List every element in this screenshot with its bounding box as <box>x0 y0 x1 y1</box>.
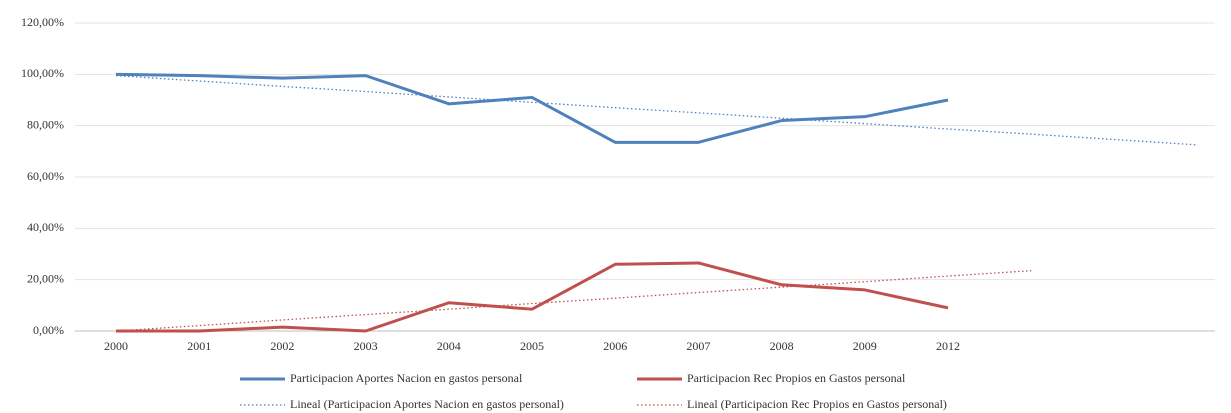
x-tick-label: 2007 <box>686 339 710 353</box>
legend-label: Lineal (Participacion Aportes Nacion en … <box>290 397 564 411</box>
y-tick-label: 40,00% <box>27 220 64 234</box>
x-tick-label: 2009 <box>853 339 877 353</box>
y-tick-label: 60,00% <box>27 169 64 183</box>
trend-line <box>115 74 1198 146</box>
legend-label: Lineal (Participacion Rec Propios en Gas… <box>687 397 947 411</box>
y-tick-label: 80,00% <box>27 117 64 131</box>
y-tick-label: 120,00% <box>21 15 64 29</box>
legend-label: Participacion Rec Propios en Gastos pers… <box>687 371 906 385</box>
y-tick-label: 0,00% <box>33 323 64 337</box>
x-tick-label: 2000 <box>104 339 128 353</box>
series-line <box>116 261 949 333</box>
y-tick-label: 20,00% <box>27 271 64 285</box>
series-line <box>115 72 949 144</box>
y-tick-label: 100,00% <box>21 66 64 80</box>
x-tick-label: 2005 <box>520 339 544 353</box>
x-tick-label: 2008 <box>770 339 794 353</box>
trend-line <box>115 270 1032 332</box>
x-tick-label: 2012 <box>936 339 960 353</box>
x-tick-label: 2001 <box>187 339 211 353</box>
x-tick-label: 2003 <box>354 339 378 353</box>
x-tick-label: 2004 <box>437 339 461 353</box>
x-tick-label: 2006 <box>603 339 627 353</box>
legend-label: Participacion Aportes Nacion en gastos p… <box>290 371 523 385</box>
x-tick-label: 2002 <box>270 339 294 353</box>
